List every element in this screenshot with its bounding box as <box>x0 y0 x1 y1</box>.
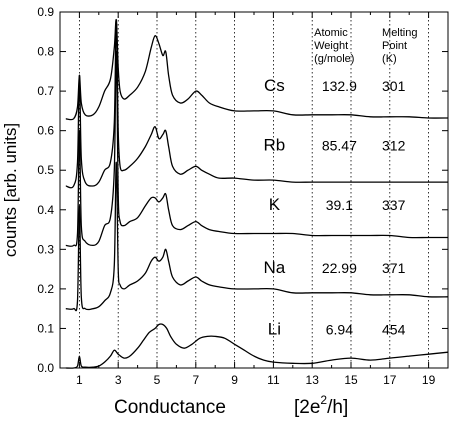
y-tick-label-4: 0.4 <box>37 203 54 217</box>
atomic-weight-k: 39.1 <box>326 197 353 213</box>
y-tick-label-1: 0.1 <box>37 321 54 335</box>
y-tick-label-6: 0.6 <box>37 124 54 138</box>
series-curves <box>65 19 449 369</box>
table-header-melting-line-2: (K) <box>382 53 397 65</box>
x-axis-unit-suffix: /h] <box>327 397 348 418</box>
y-axis-ticks: 0.0 0.1 0.2 0.3 0.4 0.5 0.6 0.7 0.8 0.9 <box>37 5 448 375</box>
properties-table: 132.9 301 85.47 312 39.1 337 22.99 371 6.94 454 At… <box>314 27 417 337</box>
x-axis-label-main: Conductance <box>114 397 226 418</box>
atomic-weight-li: 6.94 <box>326 321 353 337</box>
table-header-weight-line-0: Atomic <box>314 27 348 39</box>
x-tick-label-3: 7 <box>192 373 199 387</box>
x-axis-unit-prefix: [2e <box>294 397 320 418</box>
series-labels: Cs Rb K Na Li <box>264 76 286 338</box>
x-tick-label-0: 1 <box>76 373 83 387</box>
y-tick-label-0: 0.0 <box>37 361 54 375</box>
y-axis-label: counts [arb. units] <box>1 123 20 257</box>
x-tick-label-8: 17 <box>383 373 397 387</box>
series-line-k <box>65 50 448 247</box>
series-label-li: Li <box>268 319 281 338</box>
x-axis-label: Conductance <box>114 397 226 418</box>
table-header-weight-line-2: (g/mole) <box>314 53 354 65</box>
series-label-rb: Rb <box>264 136 286 155</box>
atomic-weight-cs: 132.9 <box>322 78 357 94</box>
x-axis-unit-superscript: 2 <box>320 393 327 407</box>
x-axis-ticks: 1 3 5 7 9 11 13 15 17 19 <box>76 12 436 387</box>
melting-point-k: 337 <box>382 197 406 213</box>
series-line-rb <box>65 19 448 189</box>
melting-point-li: 454 <box>382 321 406 337</box>
table-header-melting-line-1: Point <box>382 40 407 52</box>
series-label-na: Na <box>264 258 286 277</box>
atomic-weight-rb: 85.47 <box>322 138 357 154</box>
atomic-weight-na: 22.99 <box>322 260 357 276</box>
x-tick-label-2: 5 <box>154 373 161 387</box>
y-tick-label-8: 0.8 <box>37 45 54 59</box>
series-line-na <box>65 161 449 312</box>
series-label-cs: Cs <box>264 76 285 95</box>
y-tick-label-5: 0.5 <box>37 163 54 177</box>
x-tick-label-9: 19 <box>422 373 436 387</box>
x-tick-label-1: 3 <box>115 373 122 387</box>
melting-point-rb: 312 <box>382 138 406 154</box>
y-tick-label-2: 0.2 <box>37 282 54 296</box>
melting-point-cs: 301 <box>382 78 406 94</box>
series-label-k: K <box>269 195 281 214</box>
x-tick-label-4: 9 <box>231 373 238 387</box>
vertical-gridlines <box>79 12 430 368</box>
y-tick-label-7: 0.7 <box>37 84 54 98</box>
x-axis-unit: [2e2/h] <box>294 393 348 418</box>
series-line-cs <box>65 19 449 121</box>
melting-point-na: 371 <box>382 260 406 276</box>
table-header-weight-line-1: Weight <box>314 40 348 52</box>
x-tick-label-7: 15 <box>344 373 358 387</box>
table-header-melting-line-0: Melting <box>382 27 417 39</box>
x-tick-label-5: 11 <box>267 373 280 387</box>
y-tick-label-9: 0.9 <box>37 5 54 19</box>
x-tick-label-6: 13 <box>306 373 320 387</box>
y-tick-label-3: 0.3 <box>37 242 54 256</box>
